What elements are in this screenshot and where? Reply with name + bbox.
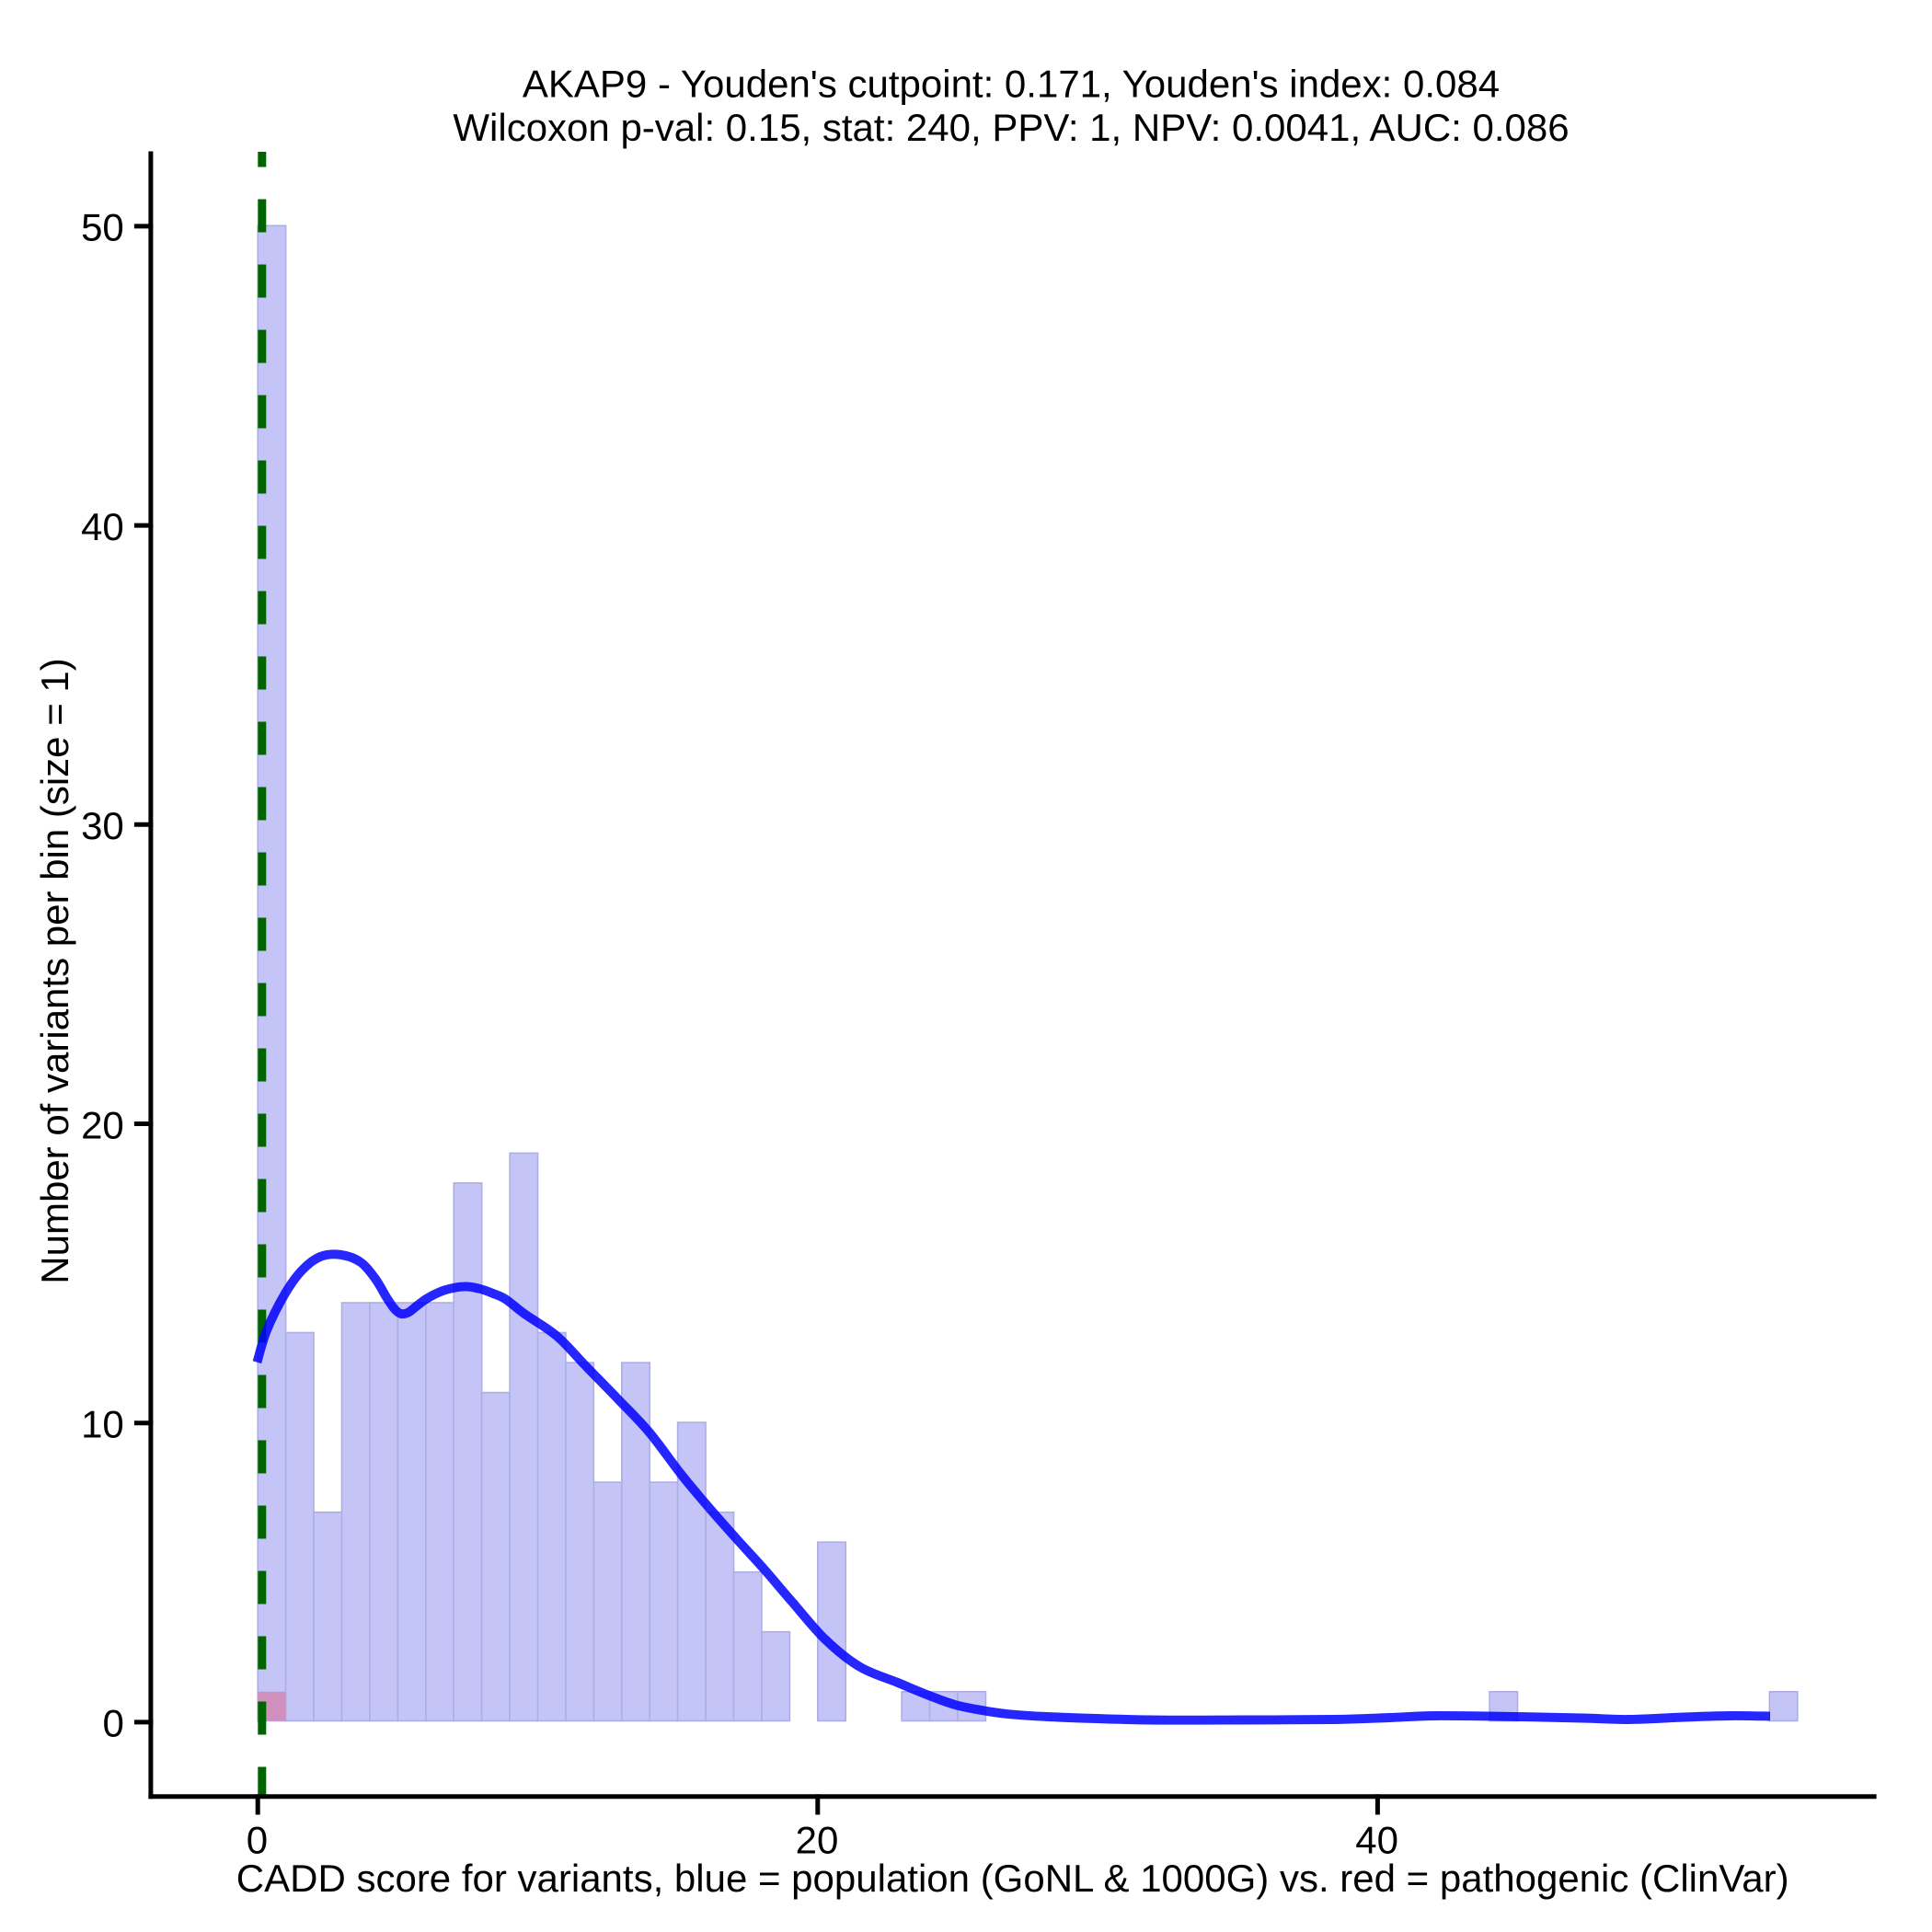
svg-text:CADD score for variants, blue: CADD score for variants, blue = populati… [236, 1857, 1789, 1900]
svg-text:10: 10 [81, 1403, 124, 1446]
svg-text:20: 20 [81, 1103, 124, 1146]
svg-text:Wilcoxon p-val: 0.15, stat: 24: Wilcoxon p-val: 0.15, stat: 240, PPV: 1,… [453, 106, 1569, 149]
svg-text:40: 40 [81, 505, 124, 548]
svg-text:0: 0 [247, 1819, 268, 1862]
svg-text:0: 0 [102, 1702, 123, 1745]
svg-text:30: 30 [81, 804, 124, 847]
svg-text:40: 40 [1355, 1819, 1398, 1862]
svg-text:AKAP9 - Youden's cutpoint: 0.1: AKAP9 - Youden's cutpoint: 0.171, Youden… [523, 63, 1500, 106]
svg-text:20: 20 [796, 1819, 839, 1862]
svg-text:Number of variants per bin (si: Number of variants per bin (size = 1) [33, 658, 76, 1283]
svg-text:50: 50 [81, 206, 124, 249]
